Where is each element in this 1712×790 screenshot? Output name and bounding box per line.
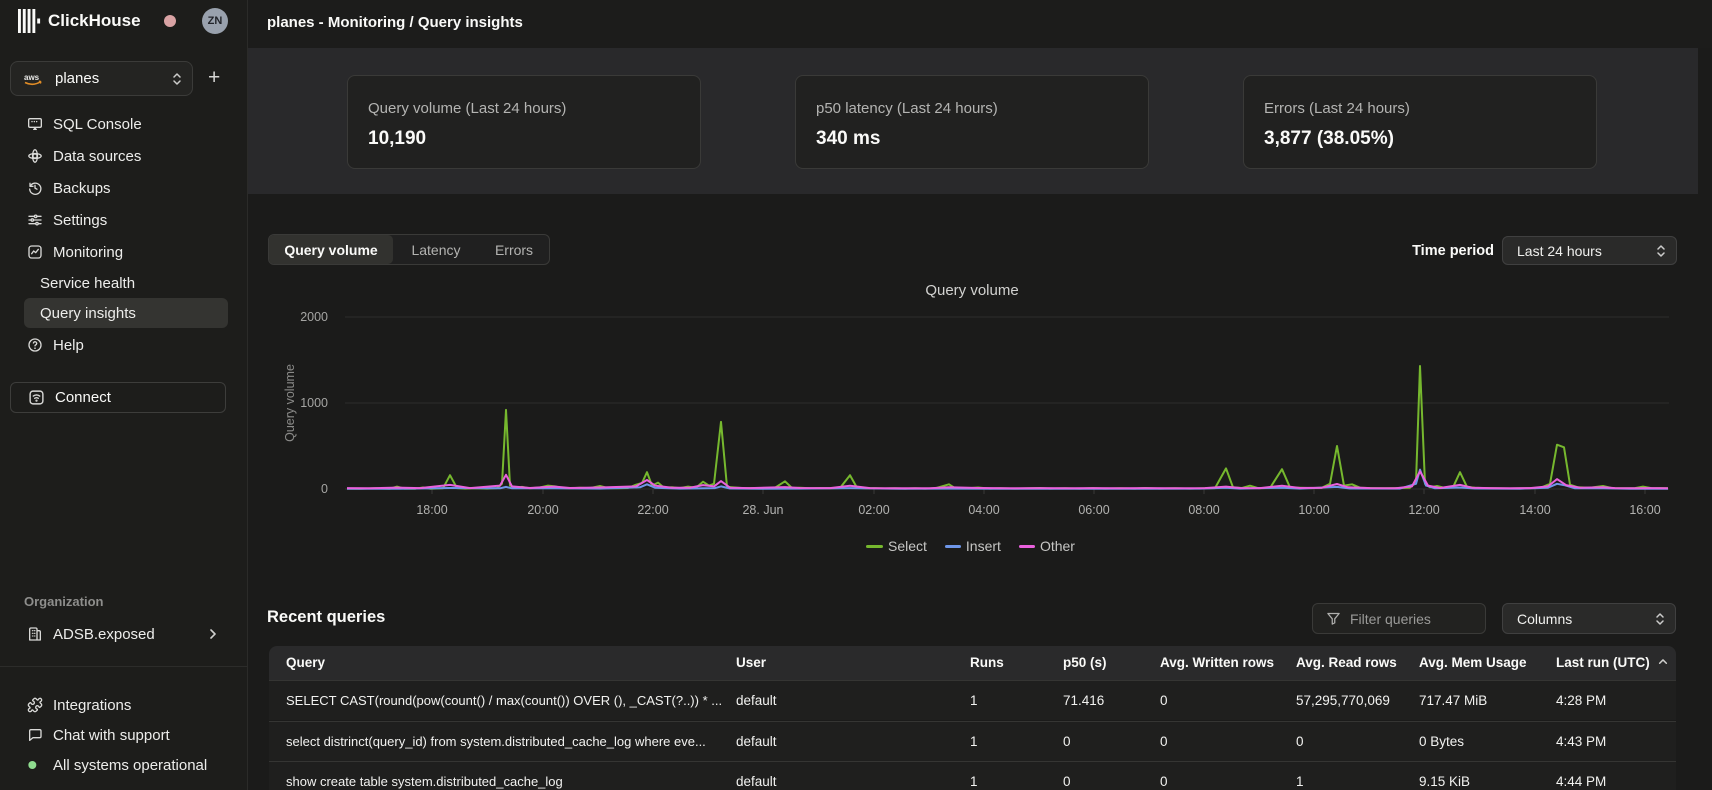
svg-text:aws: aws: [24, 73, 40, 82]
